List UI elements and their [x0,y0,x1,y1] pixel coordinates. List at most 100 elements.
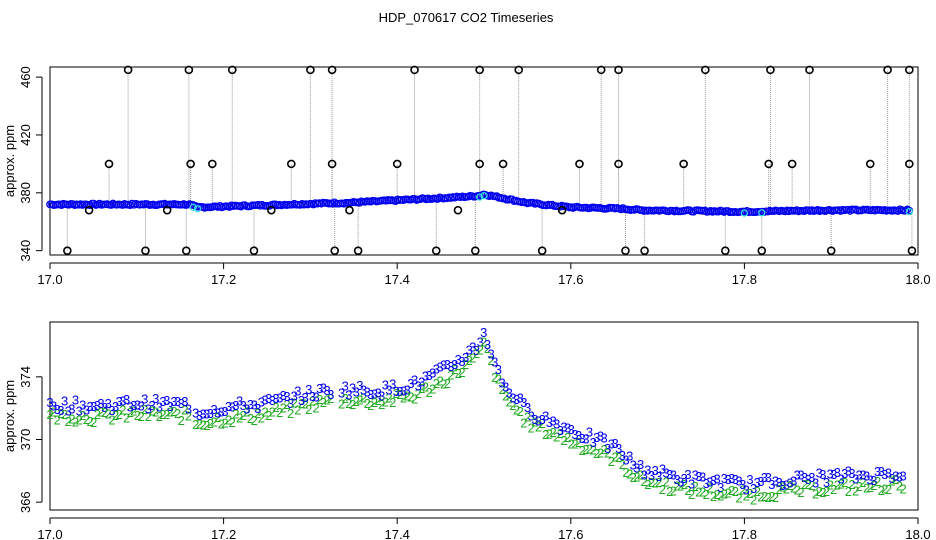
x-tick-label: 18.0 [905,272,930,287]
data-label-2: 2 [167,404,174,419]
outlier-point [327,65,337,75]
data-label-3: 3 [258,395,265,410]
data-label-3: 3 [502,380,509,395]
data-label-2: 2 [243,404,250,419]
data-label-2: 2 [805,477,812,492]
data-label-2: 2 [192,417,199,432]
outlier-point [905,65,914,75]
data-label-2: 2 [659,482,666,497]
data-label-3: 3 [885,465,892,480]
data-label-2: 2 [86,414,93,429]
data-label-3: 3 [670,468,677,483]
data-label-3: 3 [834,465,841,480]
data-label-2: 2 [291,396,298,411]
data-label-2: 2 [841,475,848,490]
data-label-2: 2 [703,487,710,502]
outlier-point [575,159,584,169]
data-label-2: 2 [692,479,699,494]
data-label-3: 3 [841,466,848,481]
outlier-point [123,65,133,75]
outlier-point [614,159,623,169]
data-label-2: 2 [90,415,97,430]
data-label-3: 3 [298,393,305,408]
data-label-3: 3 [137,399,144,414]
data-label-2: 2 [666,484,673,499]
outlier-point [640,246,649,255]
data-label-2: 2 [509,398,516,413]
outlier-point [184,65,194,75]
data-label-3: 3 [221,404,228,419]
data-label-3: 3 [626,449,633,464]
data-label-2: 2 [827,478,834,493]
data-label-2: 2 [65,414,72,429]
data-label-3: 3 [783,478,790,493]
data-label-3: 3 [848,466,855,481]
data-label-2: 2 [210,415,217,430]
data-label-2: 2 [54,413,61,428]
data-label-2: 2 [597,445,604,460]
data-label-2: 2 [170,404,177,419]
data-label-2: 2 [568,436,575,451]
data-label-3: 3 [498,376,505,391]
outlier-point [766,65,775,75]
data-label-3: 3 [473,343,480,358]
data-label-3: 3 [608,437,615,452]
data-label-3: 3 [119,394,126,409]
data-label-3: 3 [816,465,823,480]
data-label-3: 3 [174,394,181,409]
data-label-2: 2 [713,487,720,502]
data-label-2: 2 [808,478,815,493]
data-label-2: 2 [615,450,622,465]
data-point [685,206,694,215]
data-label-2: 2 [404,388,411,403]
data-label-2: 2 [258,411,265,426]
data-label-3: 3 [400,384,407,399]
data-label-2: 2 [630,470,637,485]
data-label-2: 2 [575,435,582,450]
data-label-2: 2 [739,483,746,498]
data-label-2: 2 [455,366,462,381]
data-label-2: 2 [885,482,892,497]
data-label-3: 3 [247,397,254,412]
data-label-2: 2 [848,477,855,492]
data-label-3: 3 [309,389,316,404]
data-label-3: 3 [797,468,804,483]
data-label-3: 3 [316,381,323,396]
data-label-3: 3 [641,468,648,483]
data-label-3: 3 [648,468,655,483]
data-label-2: 2 [320,395,327,410]
data-label-2: 2 [710,489,717,504]
data-label-2: 2 [604,446,611,461]
data-label-3: 3 [823,475,830,490]
data-label-3: 3 [327,387,334,402]
y-tick-label: 460 [18,66,33,88]
data-label-2: 2 [407,389,414,404]
data-label-3: 3 [775,475,782,490]
data-label-3: 3 [425,368,432,383]
data-label-3: 3 [622,453,629,468]
data-label-3: 3 [127,400,134,415]
data-label-3: 3 [644,463,651,478]
data-label-2: 2 [76,412,83,427]
data-label-2: 2 [393,386,400,401]
data-label-3: 3 [61,394,68,409]
data-label-2: 2 [786,478,793,493]
data-label-2: 2 [280,401,287,416]
data-label-2: 2 [112,408,119,423]
data-label-3: 3 [65,403,72,418]
data-label-3: 3 [232,398,239,413]
data-point [894,207,902,215]
outlier-point [865,159,875,169]
data-label-3: 3 [655,469,662,484]
data-label-3: 3 [46,395,53,410]
data-label-2: 2 [816,484,823,499]
data-label-2: 2 [378,397,385,412]
data-label-3: 3 [568,422,575,437]
data-label-2: 2 [396,387,403,402]
data-label-2: 2 [353,394,360,409]
bottom-panel-data: 2323232323232323232323232323232323232323… [46,325,906,508]
data-label-2: 2 [673,478,680,493]
data-label-3: 3 [342,378,349,393]
data-label-2: 2 [590,442,597,457]
